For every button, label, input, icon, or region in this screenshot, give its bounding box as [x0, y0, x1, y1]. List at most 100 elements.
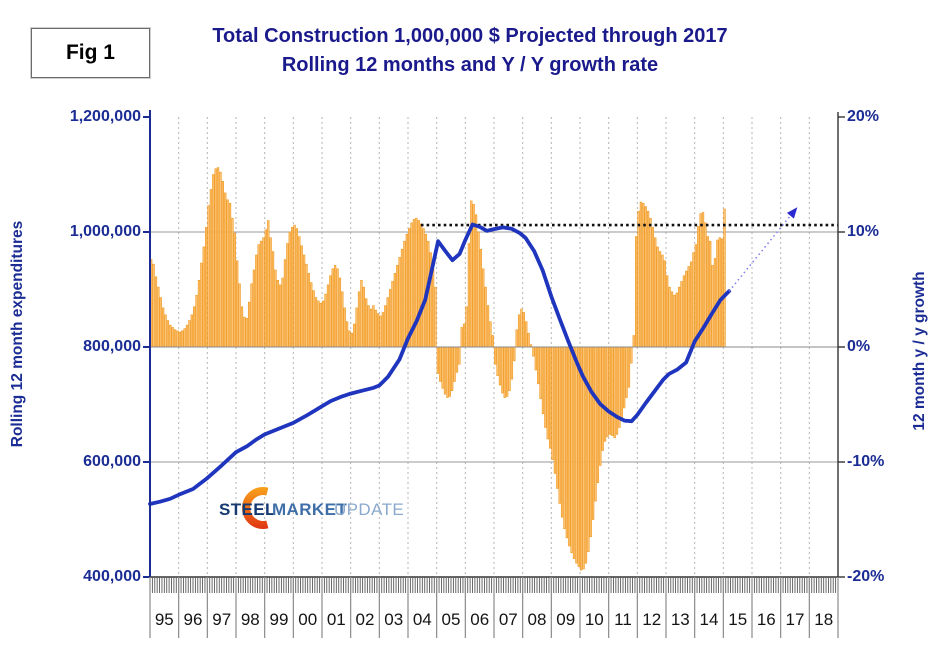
projection-arrow [728, 207, 798, 292]
growth-bar [157, 286, 160, 348]
growth-bar [329, 275, 332, 348]
growth-bar [338, 277, 342, 348]
growth-bar [682, 275, 686, 348]
growth-bar [680, 281, 683, 348]
growth-bar [699, 213, 702, 348]
growth-bar [350, 332, 354, 348]
growth-bar [651, 227, 655, 348]
growth-bar [525, 321, 528, 348]
growth-bar [200, 262, 203, 348]
growth-bar [193, 306, 196, 348]
growth-bar [565, 346, 569, 539]
growth-bar [295, 228, 299, 348]
growth-bar [345, 321, 349, 348]
steel-market-update-logo: STEEL MARKET UPDATE [219, 487, 404, 529]
growth-bar [644, 206, 647, 348]
growth-bar [333, 265, 337, 348]
growth-bar [634, 236, 638, 348]
left-tick-800000: 800,000 [83, 338, 141, 355]
growth-bar [630, 346, 633, 364]
growth-bar [267, 220, 270, 348]
growth-bar [544, 346, 547, 428]
growth-bar [460, 327, 463, 348]
growth-bar [431, 268, 435, 348]
growth-bar [188, 320, 191, 348]
growth-bar [539, 346, 542, 400]
year-label: 08 [528, 610, 547, 629]
growth-bar [300, 245, 303, 348]
growth-bar [505, 346, 509, 397]
growth-bar [331, 268, 334, 348]
growth-bar [467, 243, 471, 348]
year-label: 18 [814, 610, 833, 629]
year-label: 14 [700, 610, 719, 629]
growth-bar [601, 346, 604, 451]
growth-bar [396, 265, 399, 348]
growth-bar [214, 168, 217, 348]
growth-bar [534, 346, 537, 371]
growth-bar [257, 244, 260, 348]
growth-bar [558, 346, 561, 504]
logo-text-update: UPDATE [334, 500, 404, 519]
growth-bar [274, 269, 277, 348]
growth-bar [458, 346, 461, 365]
growth-bar [694, 244, 698, 348]
growth-bar [314, 297, 318, 348]
growth-bar [716, 239, 719, 348]
growth-bar [685, 270, 688, 348]
growth-bar [522, 312, 526, 348]
growth-bar [408, 228, 411, 348]
year-label: 01 [327, 610, 346, 629]
growth-bar [393, 273, 397, 348]
growth-bar [632, 335, 635, 348]
growth-bar [697, 225, 700, 348]
growth-bar [608, 346, 612, 435]
year-label: 15 [728, 610, 747, 629]
growth-bar [290, 227, 294, 348]
growth-bar [245, 317, 248, 348]
growth-bar [247, 301, 251, 348]
growth-bar [336, 268, 339, 348]
growth-bar [353, 323, 356, 348]
growth-bar [233, 232, 236, 348]
growth-bar [185, 324, 189, 348]
growth-bar [446, 346, 449, 398]
left-tick-1000000: 1,000,000 [69, 223, 141, 240]
growth-bar [706, 236, 709, 348]
growth-bar [307, 273, 311, 348]
growth-bar [219, 171, 222, 348]
growth-bar [195, 294, 198, 348]
growth-bar [255, 254, 258, 348]
expenditures-polyline [148, 222, 731, 506]
growth-bar [398, 256, 401, 348]
growth-bar [381, 312, 385, 348]
growth-bar [298, 236, 301, 348]
right-tick-m20: -20% [847, 568, 885, 585]
year-label: 98 [241, 610, 260, 629]
growth-bar [462, 323, 466, 348]
growth-bar [591, 346, 595, 520]
logo-crescent-icon [242, 487, 269, 529]
growth-bar [164, 314, 167, 348]
growth-bar [658, 251, 662, 348]
growth-bar [689, 261, 693, 348]
projection-dotted-line [728, 211, 795, 292]
growth-bar [302, 254, 306, 348]
growth-bar [221, 181, 225, 348]
growth-bar [166, 320, 170, 348]
year-label: 00 [298, 610, 317, 629]
growth-bar [197, 279, 201, 348]
growth-bar [520, 308, 523, 348]
growth-bar [422, 228, 425, 348]
growth-bar [212, 174, 215, 348]
growth-bar [226, 199, 229, 348]
growth-bar [348, 330, 351, 348]
growth-bar [419, 223, 423, 348]
growth-bar [537, 346, 540, 385]
growth-bar [178, 331, 182, 348]
right-tick-m10: -10% [847, 453, 885, 470]
year-label: 07 [499, 610, 518, 629]
growth-bar [434, 286, 437, 348]
growth-bar [262, 237, 265, 348]
